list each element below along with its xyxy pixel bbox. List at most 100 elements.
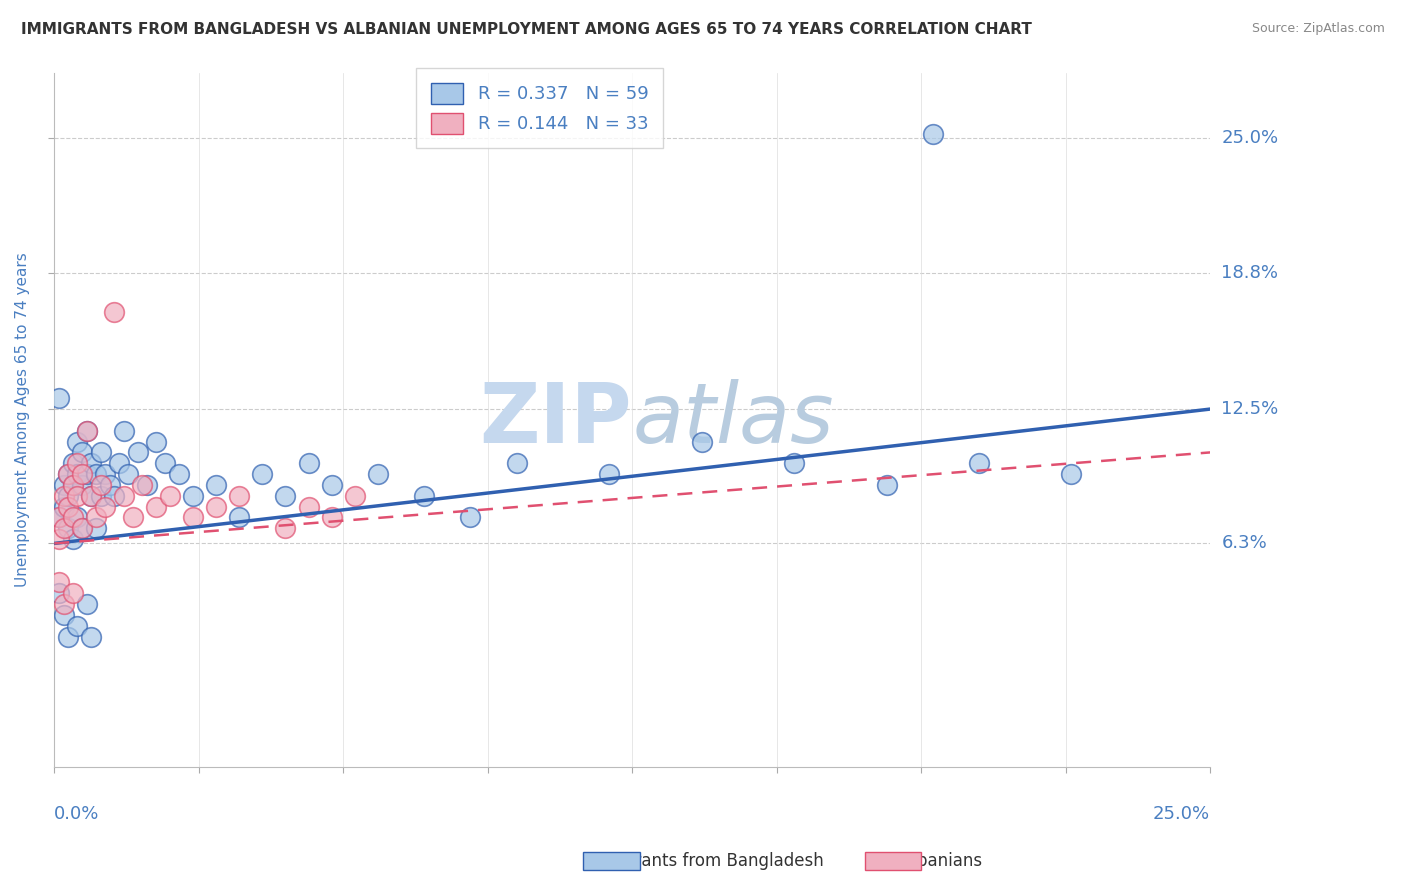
Point [48,510,70,524]
Point [56,467,79,481]
Text: 6.3%: 6.3% [1222,534,1267,552]
Text: Albanians: Albanians [901,852,983,870]
Point [48,586,70,600]
Point [103,489,125,503]
Text: ZIP: ZIP [479,379,633,460]
Point [76,597,98,611]
Point [876,478,898,492]
Point [66,467,89,481]
Point [76,424,98,438]
Point [367,467,389,481]
Point [112,424,135,438]
Point [94,500,117,514]
Text: IMMIGRANTS FROM BANGLADESH VS ALBANIAN UNEMPLOYMENT AMONG AGES 65 TO 74 YEARS CO: IMMIGRANTS FROM BANGLADESH VS ALBANIAN U… [21,22,1032,37]
Point [167,467,190,481]
Text: 0.0%: 0.0% [55,805,100,823]
Point [62,456,84,470]
Point [181,510,204,524]
Point [94,467,117,481]
Point [274,521,297,535]
Text: 25.0%: 25.0% [1222,129,1278,147]
Point [48,575,70,590]
Point [117,467,139,481]
Point [56,489,79,503]
Point [56,467,79,481]
Point [228,489,250,503]
Text: Source: ZipAtlas.com: Source: ZipAtlas.com [1251,22,1385,36]
Point [90,445,112,459]
Point [84,510,107,524]
Legend: R = 0.337   N = 59, R = 0.144   N = 33: R = 0.337 N = 59, R = 0.144 N = 33 [416,69,664,148]
Text: 12.5%: 12.5% [1222,401,1278,418]
Point [76,424,98,438]
Point [181,489,204,503]
Text: Immigrants from Bangladesh: Immigrants from Bangladesh [582,852,824,870]
Point [90,478,112,492]
Point [56,500,79,514]
Point [321,478,343,492]
Point [112,489,135,503]
Point [103,304,125,318]
Point [70,478,93,492]
Point [62,510,84,524]
Point [155,456,177,470]
Point [62,478,84,492]
Point [274,489,297,503]
Point [66,619,89,633]
Point [122,510,145,524]
Point [413,489,436,503]
Point [52,500,75,514]
Text: 25.0%: 25.0% [1153,805,1211,823]
Y-axis label: Unemployment Among Ages 65 to 74 years: Unemployment Among Ages 65 to 74 years [15,252,30,587]
Point [505,456,527,470]
Point [52,597,75,611]
Point [48,532,70,546]
Point [48,510,70,524]
Point [159,489,181,503]
Point [205,478,228,492]
Point [690,434,713,449]
Point [70,521,93,535]
Point [48,391,70,405]
Point [84,467,107,481]
Point [66,489,89,503]
Point [598,467,620,481]
Point [62,586,84,600]
Point [66,434,89,449]
Point [76,467,98,481]
Point [80,630,103,644]
Point [66,510,89,524]
Point [145,500,167,514]
Point [127,445,149,459]
Point [252,467,274,481]
Text: 18.8%: 18.8% [1222,263,1278,282]
Point [70,521,93,535]
Point [297,456,319,470]
Point [131,478,153,492]
Text: atlas: atlas [633,379,834,460]
Point [84,521,107,535]
Point [205,500,228,514]
Point [297,500,319,514]
Point [80,489,103,503]
Point [66,456,89,470]
Point [460,510,482,524]
Point [62,478,84,492]
Point [56,521,79,535]
Point [62,532,84,546]
Point [52,478,75,492]
Point [52,521,75,535]
Point [70,467,93,481]
Point [228,510,250,524]
Point [783,456,806,470]
Point [967,456,990,470]
Point [56,630,79,644]
Point [52,489,75,503]
Point [1060,467,1083,481]
Point [52,607,75,622]
Point [135,478,157,492]
Point [80,456,103,470]
Point [145,434,167,449]
Point [321,510,343,524]
Point [70,445,93,459]
